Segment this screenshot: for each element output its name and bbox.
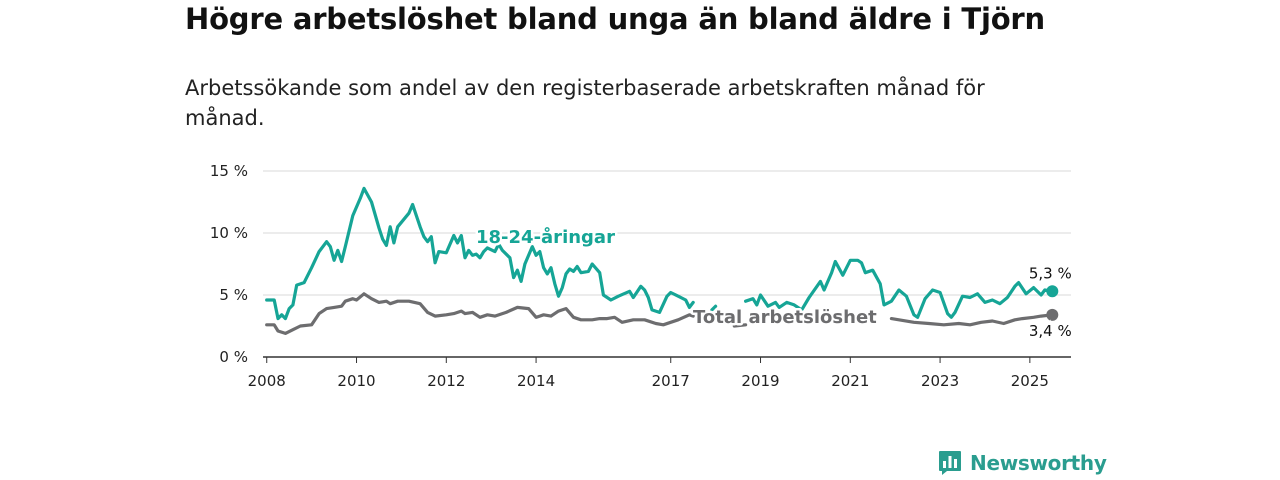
x-tick-label: 2008 [248,372,286,390]
y-tick-label: 0 % [219,348,248,366]
newsworthy-logo-icon [939,451,961,475]
series-label-youth: 18-24-åringar [476,226,615,248]
brand-logo: Newsworthy [938,450,1107,476]
x-tick-label: 2014 [517,372,555,390]
x-tick-label: 2012 [427,372,465,390]
x-tick-label: 2017 [652,372,690,390]
x-tick-label: 2021 [831,372,869,390]
y-tick-label: 10 % [210,224,248,242]
brand-name: Newsworthy [970,451,1107,475]
series-line-total [265,292,1054,335]
x-tick-label: 2019 [741,372,779,390]
series-end-marker [1046,308,1059,321]
x-tick-label: 2023 [921,372,959,390]
series-end-marker [1046,285,1059,298]
series-end-label: 3,4 % [1029,322,1072,340]
chart-subtitle: Arbetssökande som andel av den registerb… [185,76,985,130]
series-line-youth [265,186,1054,321]
y-tick-label: 15 % [210,162,248,180]
x-tick-label: 2010 [337,372,375,390]
series-end-label: 5,3 % [1029,264,1072,282]
line-chart: 0 % 5 % 10 % 15 % 2008 2010 2012 2014 2017 2019 20… [210,162,1074,390]
x-tick-label: 2025 [1011,372,1049,390]
chart-title: Högre arbetslöshet bland unga än bland ä… [185,2,1045,36]
series-label-total: Total arbetslöshet [693,307,877,328]
y-tick-label: 5 % [219,286,248,304]
